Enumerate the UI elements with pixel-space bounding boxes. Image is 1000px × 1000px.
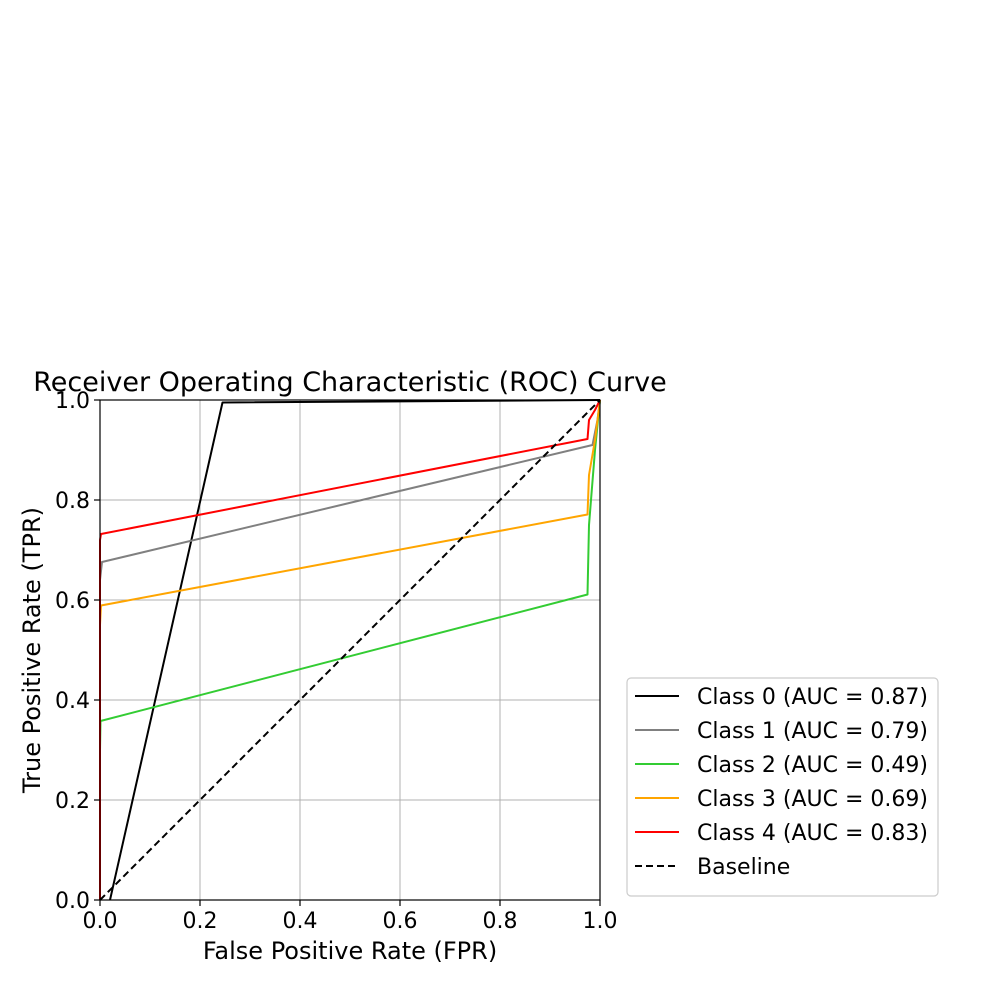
legend-label: Baseline [697,855,790,880]
x-tick-label: 0.2 [183,909,218,934]
series-line-baseline [99,399,601,901]
y-axis-label: True Positive Rate (TPR) [18,507,46,794]
axis-ticks: 0.0 0.2 0.4 0.6 0.8 1.0 0.0 0.2 0.4 0.6 0.8 1.0 [55,389,618,934]
legend-label: Class 1 (AUC = 0.79) [697,719,928,744]
x-tick-label: 0.8 [483,909,518,934]
y-tick-label: 0.2 [55,789,90,814]
plot-frame [99,399,601,901]
plot-series [99,399,601,901]
chart-title: Receiver Operating Characteristic (ROC) … [33,367,667,398]
y-tick-label: 0.8 [55,489,90,514]
legend-box [626,677,939,897]
series-line-class-0 [109,399,601,901]
y-tick-label: 0.6 [55,589,90,614]
x-tick-label: 0.4 [283,909,318,934]
legend-label: Class 3 (AUC = 0.69) [697,787,928,812]
legend: Class 0 (AUC = 0.87) Class 1 (AUC = 0.79)… [626,677,939,897]
y-tick-label: 0.4 [55,689,90,714]
x-tick-label: 0.0 [83,909,118,934]
legend-label: Class 0 (AUC = 0.87) [697,685,928,710]
y-tick-label: 0.0 [55,889,90,914]
y-tick-label: 1.0 [55,389,90,414]
x-axis-label: False Positive Rate (FPR) [203,937,497,965]
legend-label: Class 4 (AUC = 0.83) [697,821,928,846]
x-tick-label: 0.6 [383,909,418,934]
x-tick-label: 1.0 [583,909,618,934]
legend-label: Class 2 (AUC = 0.49) [697,753,928,778]
